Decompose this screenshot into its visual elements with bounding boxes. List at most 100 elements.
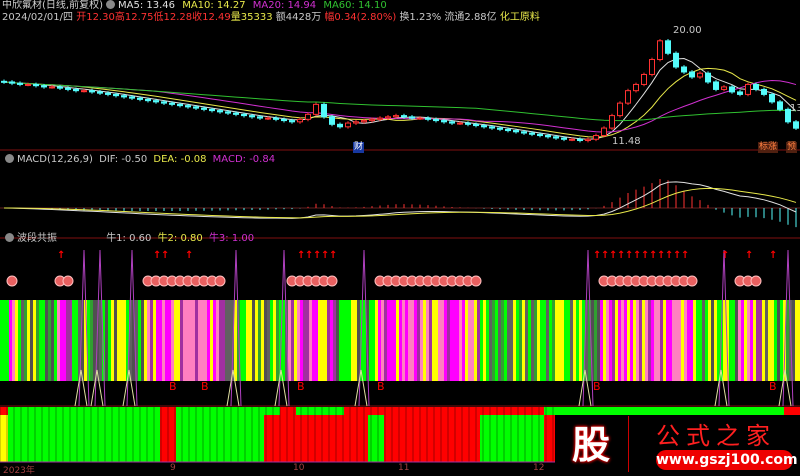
resonance-stripe [48, 300, 51, 381]
resonance-stripe [201, 300, 204, 381]
buy-arrow-icon: ↑ [633, 250, 641, 261]
resonance-stripe [195, 300, 198, 381]
candle [25, 83, 31, 86]
resonance-stripe [555, 300, 558, 381]
resonance-stripe [54, 300, 57, 381]
candle [289, 120, 295, 123]
resonance-stripe [621, 300, 624, 381]
resonance-stripe [135, 300, 138, 381]
resonance-stripe [33, 300, 36, 381]
candle [297, 118, 303, 123]
resonance-stripe [486, 300, 489, 381]
band-segment [784, 407, 800, 415]
candle [377, 117, 383, 120]
n2-value: 牛2: 0.80 [157, 233, 203, 244]
candle [409, 116, 415, 119]
resonance-stripe [81, 300, 84, 381]
signal-ball-icon [6, 275, 18, 287]
resonance-stripe [714, 300, 717, 381]
buy-arrow-icon: ↑ [721, 250, 729, 261]
resonance-stripe [429, 300, 432, 381]
resonance-stripe [138, 300, 141, 381]
resonance-stripe [417, 300, 420, 381]
resonance-stripe [414, 300, 417, 381]
resonance-stripe [72, 300, 75, 381]
candle [545, 135, 551, 138]
buy-arrow-icon: ↑ [681, 250, 689, 261]
resonance-stripe [183, 300, 186, 381]
resonance-stripe [396, 300, 399, 381]
buy-arrow-icon: ↑ [649, 250, 657, 261]
resonance-stripe [156, 300, 159, 381]
resonance-stripe [465, 300, 468, 381]
candle [353, 121, 359, 124]
candle [145, 98, 151, 102]
resonance-stripe [612, 300, 615, 381]
candle [457, 122, 463, 125]
resonance-stripe [93, 300, 96, 381]
band-segment [0, 407, 8, 415]
candle [633, 83, 639, 92]
date: 2024/02/01/四 [2, 12, 74, 23]
band-segment [384, 415, 480, 462]
resonance-stripe [633, 300, 636, 381]
candle [569, 138, 575, 141]
industry[interactable]: 化工原料 [499, 12, 540, 23]
high: 高12.75 [114, 12, 154, 23]
resonance-stripe [501, 300, 504, 381]
forecast-tag[interactable]: 预 [786, 142, 798, 153]
resonance-stripe [303, 300, 306, 381]
resonance-stripe [42, 300, 45, 381]
dropdown-icon[interactable] [105, 0, 115, 9]
resonance-stripe [279, 300, 282, 381]
mark-tag[interactable]: 标涨 [758, 142, 779, 153]
resonance-stripe [597, 300, 600, 381]
dropdown-icon[interactable] [5, 154, 14, 163]
candle [265, 117, 271, 120]
resonance-stripe [336, 300, 339, 381]
resonance-stripe [753, 300, 756, 381]
dropdown-icon[interactable] [5, 233, 14, 242]
indicator-header: 波段共振 牛1: 0.60 牛2: 0.80 牛3: 1.00 [2, 233, 254, 245]
resonance-stripe [12, 300, 15, 381]
candle [713, 81, 719, 90]
candle [585, 138, 591, 142]
resonance-stripe [69, 300, 72, 381]
wave-line [122, 369, 136, 407]
resonance-stripe [231, 300, 234, 381]
resonance-stripe [513, 300, 516, 381]
resonance-stripe [711, 300, 714, 381]
resonance-stripe [255, 300, 258, 381]
resonance-stripe [774, 300, 777, 381]
resonance-stripe [354, 300, 357, 381]
candle [193, 106, 199, 109]
resonance-stripe [576, 300, 579, 381]
resonance-stripe [168, 300, 171, 381]
resonance-stripe [423, 300, 426, 381]
buy-arrow-icon: ↑ [57, 250, 65, 261]
resonance-stripe [780, 300, 783, 381]
resonance-stripe [549, 300, 552, 381]
title-line: 中欣氟材(日线,前复权) MA5: 13.46 MA10: 14.27 MA20:… [2, 0, 387, 12]
resonance-stripe [321, 300, 324, 381]
resonance-stripe [426, 300, 429, 381]
resonance-stripe [516, 300, 519, 381]
dif-value: DIF: -0.50 [99, 154, 148, 165]
candle [665, 40, 671, 54]
buy-arrow-icon: ↑ [305, 250, 313, 261]
resonance-stripe [369, 300, 372, 381]
resonance-stripe [273, 300, 276, 381]
band-segment [368, 415, 384, 462]
spike-line [582, 249, 594, 407]
buy-arrow-icon: ↑ [329, 250, 337, 261]
resonance-stripe [579, 300, 582, 381]
resonance-stripe [216, 300, 219, 381]
resonance-stripe [768, 300, 771, 381]
candle [505, 128, 511, 132]
finance-tag[interactable]: 财 [353, 142, 365, 153]
band-segment [344, 407, 544, 415]
resonance-stripe [141, 300, 144, 381]
candle [649, 59, 655, 75]
logo-glyph: 股 [571, 423, 610, 467]
